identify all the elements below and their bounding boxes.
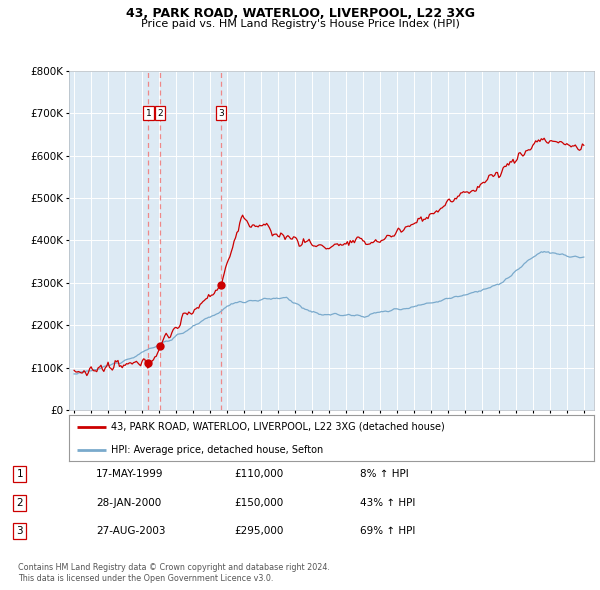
Text: £295,000: £295,000 — [234, 526, 283, 536]
Text: 2: 2 — [16, 498, 23, 507]
Text: 69% ↑ HPI: 69% ↑ HPI — [360, 526, 415, 536]
Text: 43, PARK ROAD, WATERLOO, LIVERPOOL, L22 3XG (detached house): 43, PARK ROAD, WATERLOO, LIVERPOOL, L22 … — [111, 422, 445, 432]
Text: Price paid vs. HM Land Registry's House Price Index (HPI): Price paid vs. HM Land Registry's House … — [140, 19, 460, 29]
Text: 43% ↑ HPI: 43% ↑ HPI — [360, 498, 415, 507]
Text: 28-JAN-2000: 28-JAN-2000 — [96, 498, 161, 507]
Text: 1: 1 — [16, 470, 23, 479]
Text: 3: 3 — [16, 526, 23, 536]
Text: This data is licensed under the Open Government Licence v3.0.: This data is licensed under the Open Gov… — [18, 574, 274, 583]
Text: 43, PARK ROAD, WATERLOO, LIVERPOOL, L22 3XG: 43, PARK ROAD, WATERLOO, LIVERPOOL, L22 … — [125, 7, 475, 20]
Text: 8% ↑ HPI: 8% ↑ HPI — [360, 470, 409, 479]
Text: £110,000: £110,000 — [234, 470, 283, 479]
Text: HPI: Average price, detached house, Sefton: HPI: Average price, detached house, Seft… — [111, 445, 323, 455]
Text: 3: 3 — [218, 109, 224, 118]
Text: £150,000: £150,000 — [234, 498, 283, 507]
Text: 2: 2 — [158, 109, 163, 118]
Text: 1: 1 — [146, 109, 151, 118]
Text: Contains HM Land Registry data © Crown copyright and database right 2024.: Contains HM Land Registry data © Crown c… — [18, 563, 330, 572]
Text: 27-AUG-2003: 27-AUG-2003 — [96, 526, 166, 536]
Text: 17-MAY-1999: 17-MAY-1999 — [96, 470, 163, 479]
